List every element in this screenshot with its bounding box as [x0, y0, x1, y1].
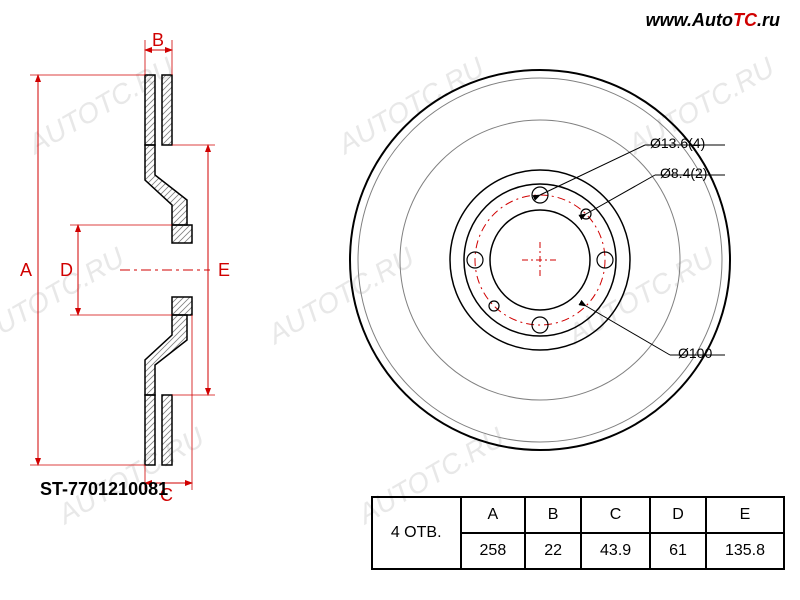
- side-view: [30, 40, 215, 490]
- val-D: 61: [650, 533, 706, 569]
- dim-label-D: D: [60, 260, 73, 281]
- technical-drawing: A B C D E Ø13.6(4) Ø8.4(2) Ø100: [0, 30, 800, 500]
- val-E: 135.8: [706, 533, 784, 569]
- col-A: A: [461, 497, 526, 533]
- col-B: B: [525, 497, 581, 533]
- dim-label-B: B: [152, 30, 164, 51]
- logo-suffix: .ru: [757, 10, 780, 30]
- dim-label-E: E: [218, 260, 230, 281]
- logo-auto: Auto: [692, 10, 733, 30]
- table-header-label: 4 OTB.: [372, 497, 461, 569]
- part-number: ST-7701210081: [40, 479, 168, 500]
- val-B: 22: [525, 533, 581, 569]
- annotation-bolt-circle: Ø100: [678, 345, 712, 361]
- table-row: 4 OTB. A B C D E: [372, 497, 784, 533]
- annotation-hole1: Ø13.6(4): [650, 135, 705, 151]
- spec-table: 4 OTB. A B C D E 258 22 43.9 61 135.8: [371, 496, 785, 570]
- logo-tc: TC: [733, 10, 757, 30]
- face-view: [350, 70, 730, 450]
- logo-prefix: www.: [646, 10, 692, 30]
- col-D: D: [650, 497, 706, 533]
- val-A: 258: [461, 533, 526, 569]
- annotation-hole2: Ø8.4(2): [660, 165, 707, 181]
- val-C: 43.9: [581, 533, 650, 569]
- col-C: C: [581, 497, 650, 533]
- col-E: E: [706, 497, 784, 533]
- site-logo: www.AutoTC.ru: [646, 10, 780, 31]
- dim-label-A: A: [20, 260, 32, 281]
